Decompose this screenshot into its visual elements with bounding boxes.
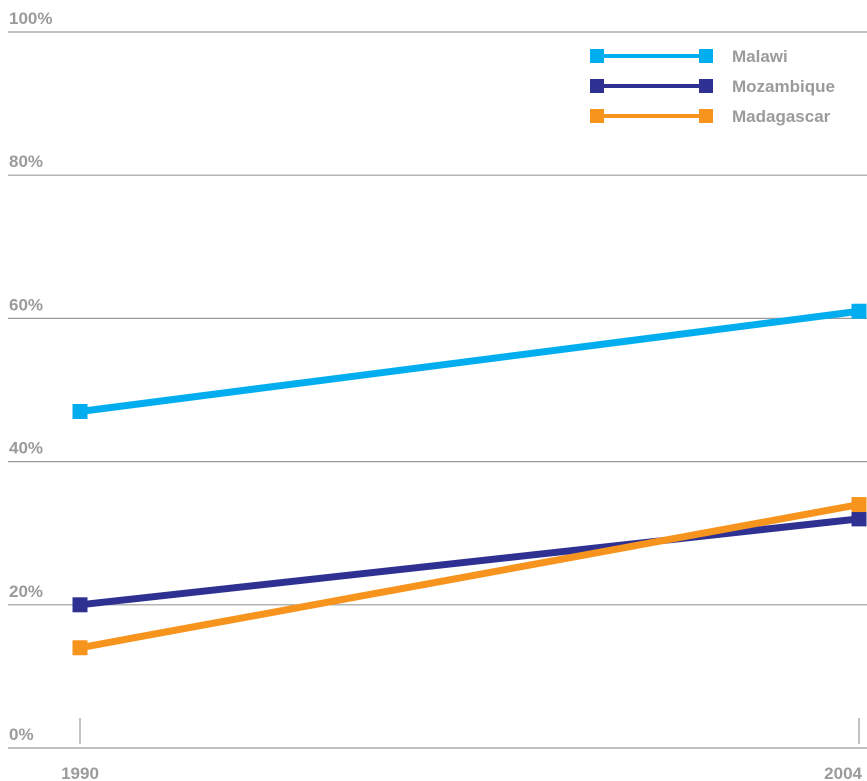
legend-marker-right xyxy=(699,109,713,123)
legend-item-mozambique: Mozambique xyxy=(590,77,835,96)
x-tick-label-2004: 2004 xyxy=(824,764,862,781)
legend: Malawi Mozambique Madagascar xyxy=(590,47,835,126)
y-tick-label-40: 40% xyxy=(9,439,43,458)
legend-marker-left xyxy=(590,109,604,123)
y-tick-label-20: 20% xyxy=(9,582,43,601)
legend-label-malawi: Malawi xyxy=(732,47,788,66)
legend-marker-right xyxy=(699,49,713,63)
legend-marker-right xyxy=(699,79,713,93)
legend-item-madagascar: Madagascar xyxy=(590,107,831,126)
series-line-madagascar xyxy=(79,501,860,652)
x-axis: 1990 2004 xyxy=(61,718,863,781)
series-line-malawi xyxy=(79,307,860,415)
series-malawi xyxy=(72,303,867,419)
y-tick-label-80: 80% xyxy=(9,152,43,171)
legend-label-madagascar: Madagascar xyxy=(732,107,831,126)
point-mozambique-2004 xyxy=(851,511,867,527)
point-mozambique-1990 xyxy=(72,597,88,613)
y-tick-label-0: 0% xyxy=(9,725,34,744)
x-tick-label-1990: 1990 xyxy=(61,764,99,781)
legend-item-malawi: Malawi xyxy=(590,47,788,66)
y-tick-label-100: 100% xyxy=(9,9,52,28)
series-lines xyxy=(72,303,867,656)
series-mozambique xyxy=(72,511,867,613)
series-line-mozambique xyxy=(79,515,860,609)
point-malawi-1990 xyxy=(72,403,88,419)
point-madagascar-2004 xyxy=(851,497,867,513)
series-madagascar xyxy=(72,497,867,656)
point-malawi-2004 xyxy=(851,303,867,319)
y-axis-tick-labels: 0% 20% 40% 60% 80% 100% xyxy=(9,9,52,744)
legend-label-mozambique: Mozambique xyxy=(732,77,835,96)
y-tick-label-60: 60% xyxy=(9,295,43,314)
point-madagascar-1990 xyxy=(72,640,88,656)
grid-lines xyxy=(8,31,867,749)
legend-marker-left xyxy=(590,79,604,93)
legend-marker-left xyxy=(590,49,604,63)
